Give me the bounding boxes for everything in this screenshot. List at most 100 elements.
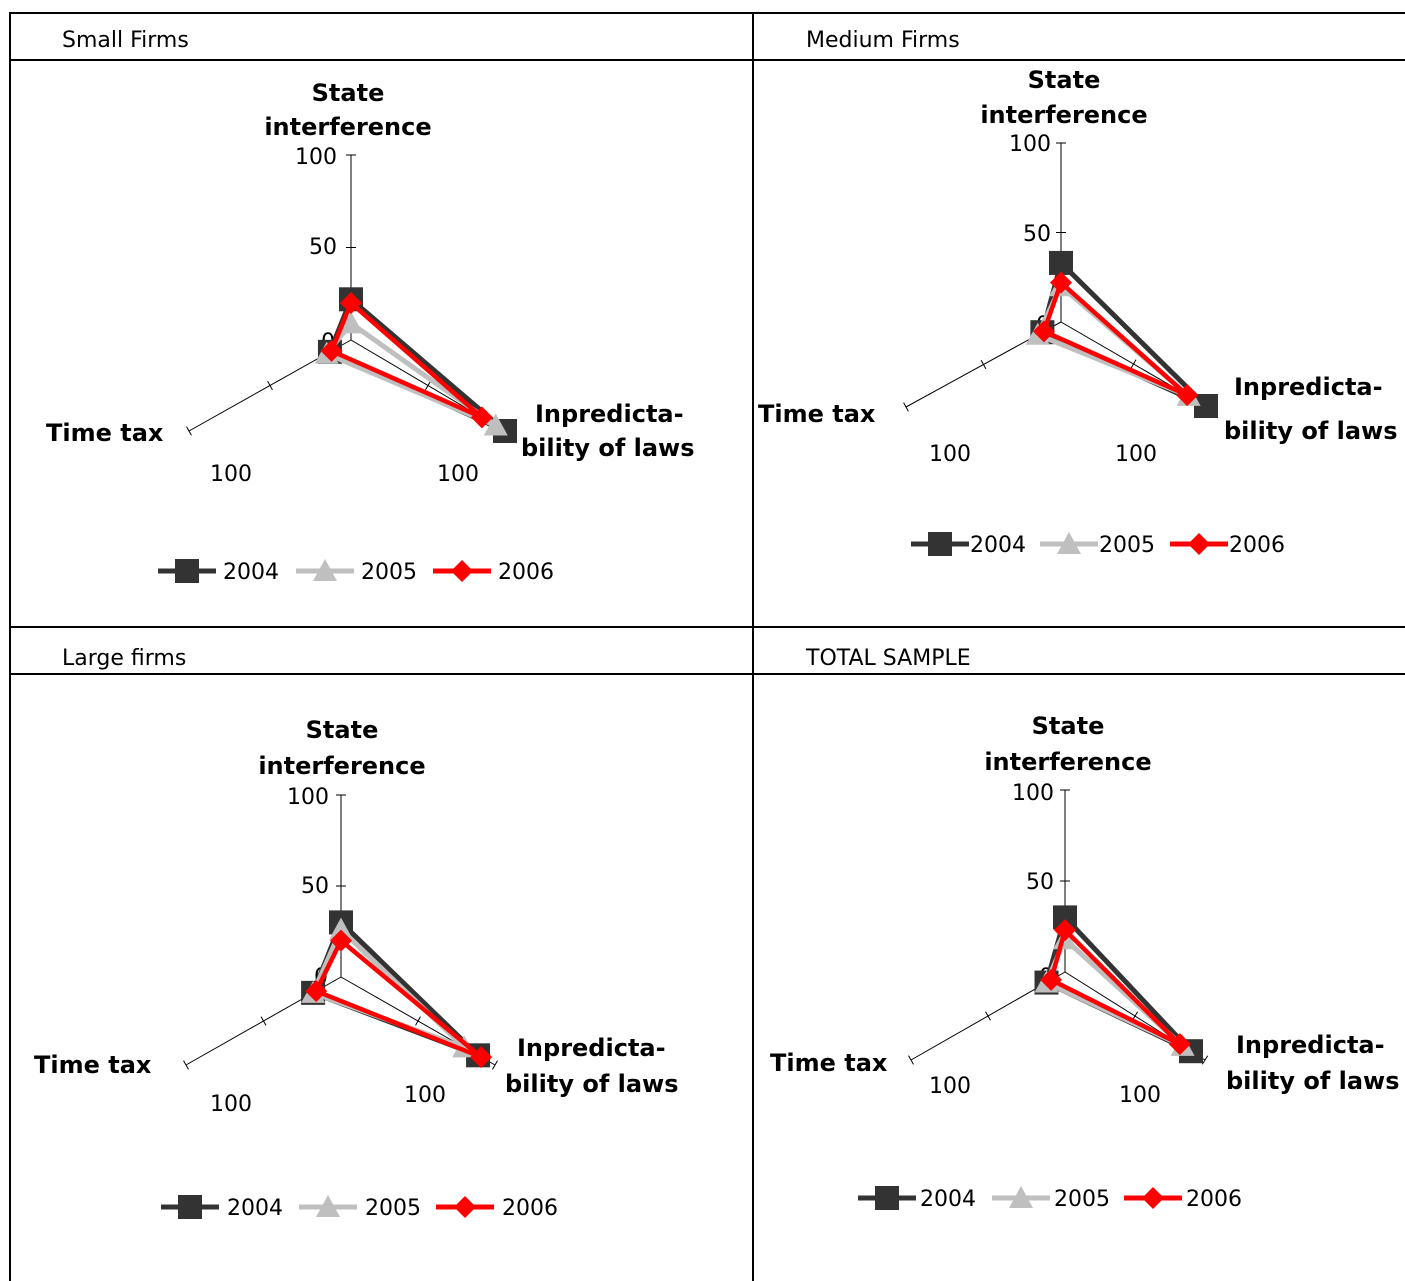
legend: 2004 2005 2006 <box>858 1186 1242 1212</box>
axis-label-top-1: State <box>1032 712 1105 740</box>
data-point-2006-2 <box>1040 968 1063 991</box>
axis-label-left: Time tax <box>758 400 876 428</box>
legend-label-2006: 2006 <box>502 1196 558 1221</box>
legend-swatch-marker-2005 <box>313 559 337 581</box>
series-line-2006 <box>1041 280 1190 398</box>
axis-tick <box>267 380 273 391</box>
axis-label-left: Time tax <box>46 419 164 447</box>
data-point-2005-0 <box>339 311 363 334</box>
grid-divider-title-1 <box>9 59 1405 61</box>
radar-chart-small: State interference Inpredicta- bility of… <box>46 79 695 585</box>
panel-title-large: Large firms <box>62 646 187 671</box>
series-line-2006 <box>329 300 485 420</box>
data-point-2006-0 <box>1054 919 1076 942</box>
tick-label-law-100: 100 <box>404 1083 446 1108</box>
legend: 2004 2005 2006 <box>911 532 1285 558</box>
axis-tick <box>1130 359 1137 369</box>
axis-label-top-2: interference <box>264 113 431 141</box>
legend-swatch-marker-2005 <box>1009 1186 1033 1208</box>
tick-label-50: 50 <box>309 235 337 260</box>
legend: 2004 2005 2006 <box>161 1195 558 1221</box>
legend-swatch-marker-2006 <box>451 560 473 582</box>
legend: 2004 2005 2006 <box>158 559 554 585</box>
legend-label-2004: 2004 <box>970 533 1026 558</box>
axis-tick <box>183 1060 189 1070</box>
data-point-2006-2 <box>1032 320 1055 343</box>
legend-swatch-marker-2006 <box>1142 1187 1164 1209</box>
data-point-2006-0 <box>1050 271 1072 294</box>
data-point-2004-0 <box>1049 250 1073 275</box>
radar-series <box>301 910 493 1069</box>
tick-label-50: 50 <box>301 874 329 899</box>
tick-label-50: 50 <box>1023 222 1051 247</box>
tick-label-time-tax-100: 100 <box>210 462 252 487</box>
axis-tick <box>1201 1055 1209 1065</box>
grid-divider-title-2 <box>9 673 1405 675</box>
tick-label-time-tax-100: 100 <box>210 1092 252 1117</box>
data-point-2004-1 <box>1194 394 1218 418</box>
legend-swatch-marker-2006 <box>1188 533 1210 555</box>
axis-tick <box>985 1011 991 1021</box>
radar-series <box>1034 905 1203 1064</box>
data-point-2006-2 <box>305 980 328 1003</box>
legend-label-2006: 2006 <box>1186 1187 1242 1212</box>
axis-label-top-1: State <box>312 79 385 107</box>
legend-label-2006: 2006 <box>498 560 554 585</box>
data-point-2006-1 <box>470 406 493 429</box>
axis-label-top-1: State <box>306 716 379 744</box>
panel-title-total: TOTAL SAMPLE <box>806 646 971 671</box>
axis-label-right-1: Inpredicta- <box>517 1034 666 1062</box>
axis-label-top-2: interference <box>258 752 425 780</box>
grid-divider-middle <box>9 626 1405 628</box>
axis-tick <box>908 1055 914 1065</box>
axis-label-right-2: bility of laws <box>505 1070 679 1098</box>
axis-label-right-1: Inpredicta- <box>1236 1031 1385 1059</box>
axis-label-top: State interference <box>264 79 431 141</box>
data-point-2006-1 <box>470 1046 493 1069</box>
axis-tick <box>903 402 909 412</box>
axis-label-left: Time tax <box>770 1049 888 1077</box>
panel-title-medium: Medium Firms <box>806 28 960 53</box>
legend-label-2005: 2005 <box>1054 1187 1110 1212</box>
tick-label-100: 100 <box>1009 132 1051 157</box>
legend-swatch-marker-2004 <box>875 1186 899 1210</box>
radar-chart-medium: State interference Inpredicta- bility of… <box>758 66 1398 558</box>
data-point-2006-2 <box>320 339 343 362</box>
data-point-2006-1 <box>1176 384 1199 407</box>
axis-tick <box>186 426 192 436</box>
panel-title-small: Small Firms <box>62 28 189 53</box>
legend-swatch-marker-2005 <box>316 1195 340 1217</box>
axis-tick <box>425 380 431 391</box>
legend-swatch-marker-2005 <box>1057 532 1081 554</box>
radar-series <box>314 287 517 443</box>
tick-label-law-100: 100 <box>437 462 479 487</box>
tick-label-time-tax-100: 100 <box>929 1074 971 1099</box>
series-line-2006 <box>1048 927 1183 1047</box>
grid-divider-vertical <box>752 12 754 1281</box>
radar-chart-large: State interference Inpredicta- bility of… <box>34 716 679 1221</box>
radar-chart-total: State interference Inpredicta- bility of… <box>770 712 1400 1212</box>
data-point-2006-0 <box>340 292 362 314</box>
axis-label-right-2: bility of laws <box>521 434 695 462</box>
legend-swatch-marker-2004 <box>175 559 199 583</box>
legend-swatch-marker-2004 <box>178 1195 202 1219</box>
figure-grid <box>9 12 1405 1281</box>
legend-label-2004: 2004 <box>920 1187 976 1212</box>
axis-label-top-1: State <box>1028 66 1101 94</box>
data-point-2006-1 <box>1168 1033 1191 1056</box>
tick-label-50: 50 <box>1026 870 1054 895</box>
legend-swatch-marker-2004 <box>928 532 952 556</box>
axis-label-right-2: bility of laws <box>1226 1067 1400 1095</box>
axis-tick <box>980 359 987 370</box>
data-point-2006-0 <box>330 929 352 952</box>
series-line-2006 <box>313 938 484 1060</box>
legend-label-2005: 2005 <box>365 1196 421 1221</box>
data-point-2005-0 <box>329 917 353 940</box>
tick-label-100: 100 <box>1012 781 1054 806</box>
axis-label-top-2: interference <box>980 101 1147 129</box>
tick-label-law-100: 100 <box>1119 1083 1161 1108</box>
series-line-2005 <box>1044 936 1186 1049</box>
axis-label-right-2: bility of laws <box>1224 417 1398 445</box>
legend-label-2006: 2006 <box>1229 533 1285 558</box>
axis-label-top-2: interference <box>984 748 1151 776</box>
